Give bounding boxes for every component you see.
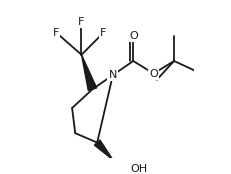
Polygon shape	[81, 55, 96, 90]
Text: F: F	[100, 28, 106, 38]
Text: O: O	[149, 69, 157, 78]
Text: OH: OH	[131, 164, 148, 174]
Text: O: O	[128, 31, 137, 41]
Polygon shape	[94, 140, 112, 160]
Text: O: O	[149, 69, 157, 78]
Text: OH: OH	[130, 164, 147, 174]
Text: F: F	[78, 17, 84, 27]
Text: N: N	[108, 70, 117, 80]
Text: F: F	[53, 28, 59, 38]
